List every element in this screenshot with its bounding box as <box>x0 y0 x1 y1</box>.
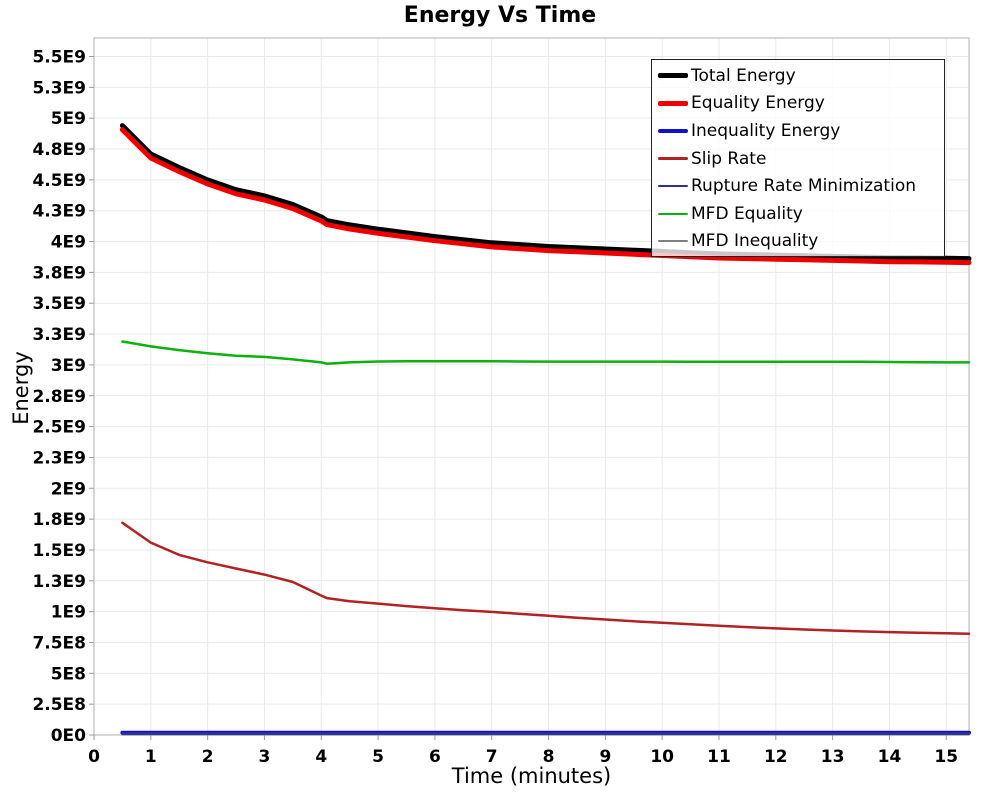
series-line-equality-energy <box>119 127 972 266</box>
y-tick-label: 1.5E9 <box>32 541 86 561</box>
x-tick-label: 12 <box>764 747 788 767</box>
y-tick-label: 7.5E8 <box>32 633 86 653</box>
x-tick-label: 4 <box>315 747 327 767</box>
y-tick-label: 5E8 <box>51 664 86 684</box>
x-tick-label: 14 <box>878 747 902 767</box>
x-tick-label: 2 <box>202 747 214 767</box>
y-tick-label: 1.3E9 <box>32 572 86 592</box>
x-tick-label: 0 <box>88 747 100 767</box>
y-tick-label: 2E9 <box>51 479 86 499</box>
y-tick-label: 2.8E9 <box>32 387 86 407</box>
series-line-slip-rate <box>121 521 971 636</box>
legend-item-equality-energy: Equality Energy <box>658 90 944 118</box>
y-tick-label: 2.5E8 <box>32 695 86 715</box>
legend-swatch-icon <box>658 157 688 160</box>
legend-label: Equality Energy <box>691 93 825 114</box>
legend-swatch-icon <box>658 240 688 243</box>
x-axis-title: Time (minutes) <box>451 764 612 788</box>
y-tick-label: 5.3E9 <box>32 78 86 98</box>
legend-item-slip-rate: Slip Rate <box>658 145 944 173</box>
y-tick-label: 5E9 <box>51 109 86 129</box>
legend-label: MFD Equality <box>691 203 803 224</box>
y-tick-label: 4E9 <box>51 233 86 253</box>
legend-box: Total Energy Equality Energy Inequality En… <box>651 59 945 257</box>
legend-label: Slip Rate <box>691 148 767 169</box>
x-tick-label: 11 <box>707 747 731 767</box>
y-tick-label: 4.5E9 <box>32 171 86 191</box>
x-tick-label: 5 <box>372 747 384 767</box>
legend-label: Rupture Rate Minimization <box>691 176 916 197</box>
x-tick-label: 3 <box>259 747 271 767</box>
legend-item-mfd-inequality: MFD Inequality <box>658 228 944 256</box>
legend-label: Inequality Energy <box>691 120 841 141</box>
y-tick-label: 2.5E9 <box>32 418 86 438</box>
x-tick-label: 7 <box>486 747 498 767</box>
series-line-mfd-equality <box>121 340 971 365</box>
y-tick-label: 5.5E9 <box>32 48 86 68</box>
x-tick-label: 8 <box>543 747 555 767</box>
legend-item-inequality-energy: Inequality Energy <box>658 117 944 145</box>
x-tick-label: 9 <box>599 747 611 767</box>
y-tick-label: 3E9 <box>51 356 86 376</box>
chart-title: Energy Vs Time <box>403 3 597 28</box>
x-tick-label: 1 <box>145 747 157 767</box>
legend-swatch-icon <box>658 128 688 133</box>
y-tick-label: 0E0 <box>51 726 86 746</box>
legend-swatch-icon <box>658 184 688 188</box>
y-tick-label: 1E9 <box>51 603 86 623</box>
y-tick-label: 1.8E9 <box>32 510 86 530</box>
legend-label: MFD Inequality <box>691 231 819 252</box>
legend-swatch-icon <box>658 73 688 79</box>
x-tick-label: 6 <box>429 747 441 767</box>
legend-label: Total Energy <box>691 65 796 86</box>
legend-item-total-energy: Total Energy <box>658 62 944 90</box>
y-tick-label: 3.3E9 <box>32 325 86 345</box>
y-tick-label: 3.5E9 <box>32 294 86 314</box>
legend-item-mfd-equality: MFD Equality <box>658 200 944 228</box>
y-tick-label: 4.3E9 <box>32 202 86 222</box>
x-tick-label: 15 <box>934 747 958 767</box>
legend-swatch-icon <box>658 100 688 106</box>
x-tick-label: 10 <box>650 747 674 767</box>
y-tick-label: 2.3E9 <box>32 448 86 468</box>
x-tick-label: 13 <box>821 747 845 767</box>
legend-swatch-icon <box>658 212 688 216</box>
y-tick-label: 3.8E9 <box>32 263 86 283</box>
y-tick-label: 4.8E9 <box>32 140 86 160</box>
legend-item-rupture-rate-minimization: Rupture Rate Minimization <box>658 172 944 200</box>
